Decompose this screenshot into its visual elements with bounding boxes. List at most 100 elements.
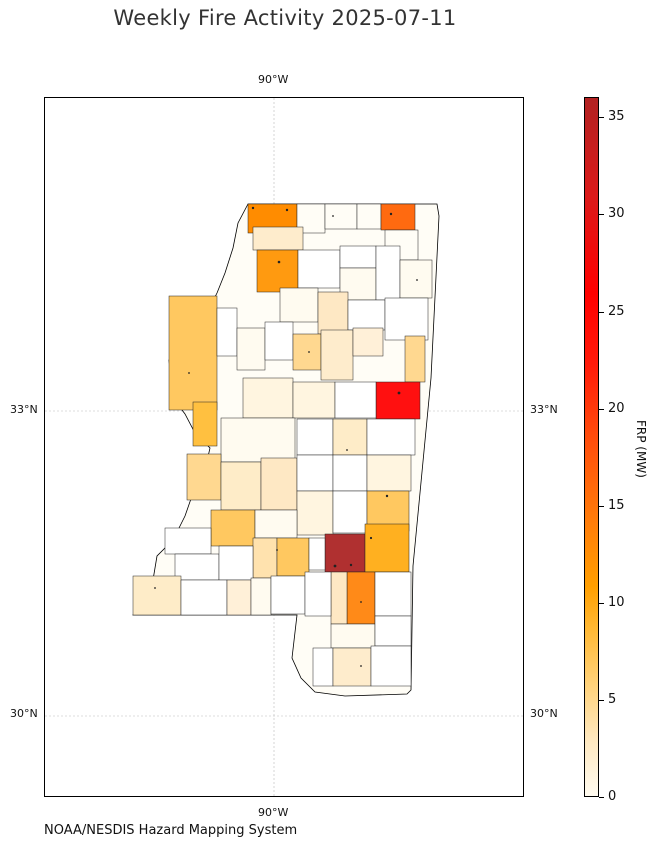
colorbar-tick <box>599 797 604 798</box>
county-coast-5 <box>370 645 412 687</box>
fire-point <box>308 351 310 353</box>
map-title: Weekly Fire Activity 2025-07-11 <box>113 6 457 30</box>
county-delta-w <box>168 295 218 411</box>
county-c-17 <box>296 490 334 536</box>
fire-point <box>276 549 278 551</box>
county-c-9 <box>296 418 334 456</box>
county-c-5 <box>242 377 294 419</box>
county-north-3 <box>324 203 358 230</box>
colorbar-tick <box>599 409 604 410</box>
county-c-1 <box>264 321 294 361</box>
county-c-15 <box>332 454 368 492</box>
county-c-21 <box>164 527 212 555</box>
colorbar-tick-label: 30 <box>608 206 625 221</box>
county-c-3 <box>320 329 354 381</box>
colorbar-tick-label: 0 <box>608 789 617 804</box>
county-c-14 <box>296 454 334 492</box>
county-c-6 <box>292 381 336 419</box>
colorbar-tick <box>599 117 604 118</box>
lat-label-30-right: 30°N <box>530 707 558 720</box>
fire-point <box>397 391 401 395</box>
lat-label-30-left: 30°N <box>10 707 38 720</box>
fire-point <box>360 665 362 667</box>
county-c-19 <box>210 509 256 547</box>
county-north-4 <box>356 203 382 230</box>
fire-point <box>389 212 393 216</box>
county-ne-5 <box>384 297 429 341</box>
colorbar-tick-label: 15 <box>608 498 625 513</box>
county-c-8 <box>220 417 296 463</box>
source-credit: NOAA/NESDIS Hazard Mapping System <box>44 823 298 838</box>
county-sw-3 <box>132 575 182 616</box>
colorbar-tick-label: 35 <box>608 109 625 124</box>
county-se-big <box>324 533 366 573</box>
county-sw-4 <box>180 579 228 616</box>
county-nc-2 <box>339 245 377 269</box>
county-s-3 <box>308 537 326 571</box>
lat-label-33-left: 33°N <box>10 403 38 416</box>
county-ne-3 <box>375 245 401 301</box>
county-ne-4 <box>399 259 433 299</box>
fire-point <box>360 601 362 603</box>
fire-point <box>285 208 289 212</box>
colorbar-tick <box>599 214 604 215</box>
county-delta-4 <box>192 401 218 447</box>
county-c-13 <box>260 457 298 511</box>
county-coast-3 <box>312 647 334 687</box>
colorbar <box>584 97 599 797</box>
fire-point <box>277 260 281 264</box>
county-c-11 <box>366 418 416 456</box>
colorbar-tick-label: 10 <box>608 595 625 610</box>
county-sw-6 <box>250 577 272 616</box>
county-c-16 <box>366 454 412 492</box>
county-sw-5 <box>226 579 252 616</box>
colorbar-tick-label: 5 <box>608 692 617 707</box>
county-sw-2 <box>218 545 254 581</box>
county-northeast <box>380 203 416 231</box>
county-sw-1 <box>174 553 220 581</box>
map-panel <box>44 97 524 797</box>
county-delta-3 <box>236 327 266 371</box>
county-s-6 <box>304 571 332 617</box>
county-c-18 <box>332 490 368 534</box>
fire-point <box>346 449 348 451</box>
county-nc-4 <box>279 287 319 323</box>
colorbar-title: FRP (MW) <box>634 420 648 478</box>
county-c-20 <box>254 509 298 539</box>
fire-point <box>369 536 373 540</box>
county-se-3 <box>374 571 412 617</box>
county-coast-1 <box>330 623 376 649</box>
county-coast-2 <box>374 615 412 647</box>
county-north-2 <box>296 203 326 234</box>
county-s-5 <box>270 575 306 615</box>
county-nc-6 <box>347 299 386 331</box>
county-north-6 <box>256 249 299 293</box>
lat-label-33-right: 33°N <box>530 403 558 416</box>
county-c-12 <box>220 461 262 511</box>
mississippi-county-map <box>45 98 523 796</box>
lon-label-top: 90°W <box>258 73 289 86</box>
colorbar-tick <box>599 603 604 604</box>
county-w-1 <box>186 453 222 501</box>
county-s-2 <box>276 537 310 577</box>
county-c-2 <box>292 333 322 371</box>
fire-point <box>251 206 255 210</box>
county-nc-5 <box>317 291 349 335</box>
county-s-4 <box>330 571 348 625</box>
county-c-10 <box>332 418 368 456</box>
county-s-1 <box>252 537 278 579</box>
county-east-red <box>375 381 421 420</box>
fire-point <box>332 215 334 217</box>
fire-point <box>416 279 418 281</box>
fire-point <box>188 372 190 374</box>
colorbar-tick <box>599 312 604 313</box>
colorbar-tick <box>599 506 604 507</box>
fire-point <box>385 494 389 498</box>
county-e-1 <box>404 335 426 383</box>
colorbar-tick-label: 25 <box>608 304 625 319</box>
colorbar-tick-label: 20 <box>608 401 625 416</box>
county-s-orange <box>346 571 376 625</box>
fire-point <box>154 587 156 589</box>
county-nc-1 <box>297 249 341 289</box>
county-c-4 <box>352 327 384 357</box>
